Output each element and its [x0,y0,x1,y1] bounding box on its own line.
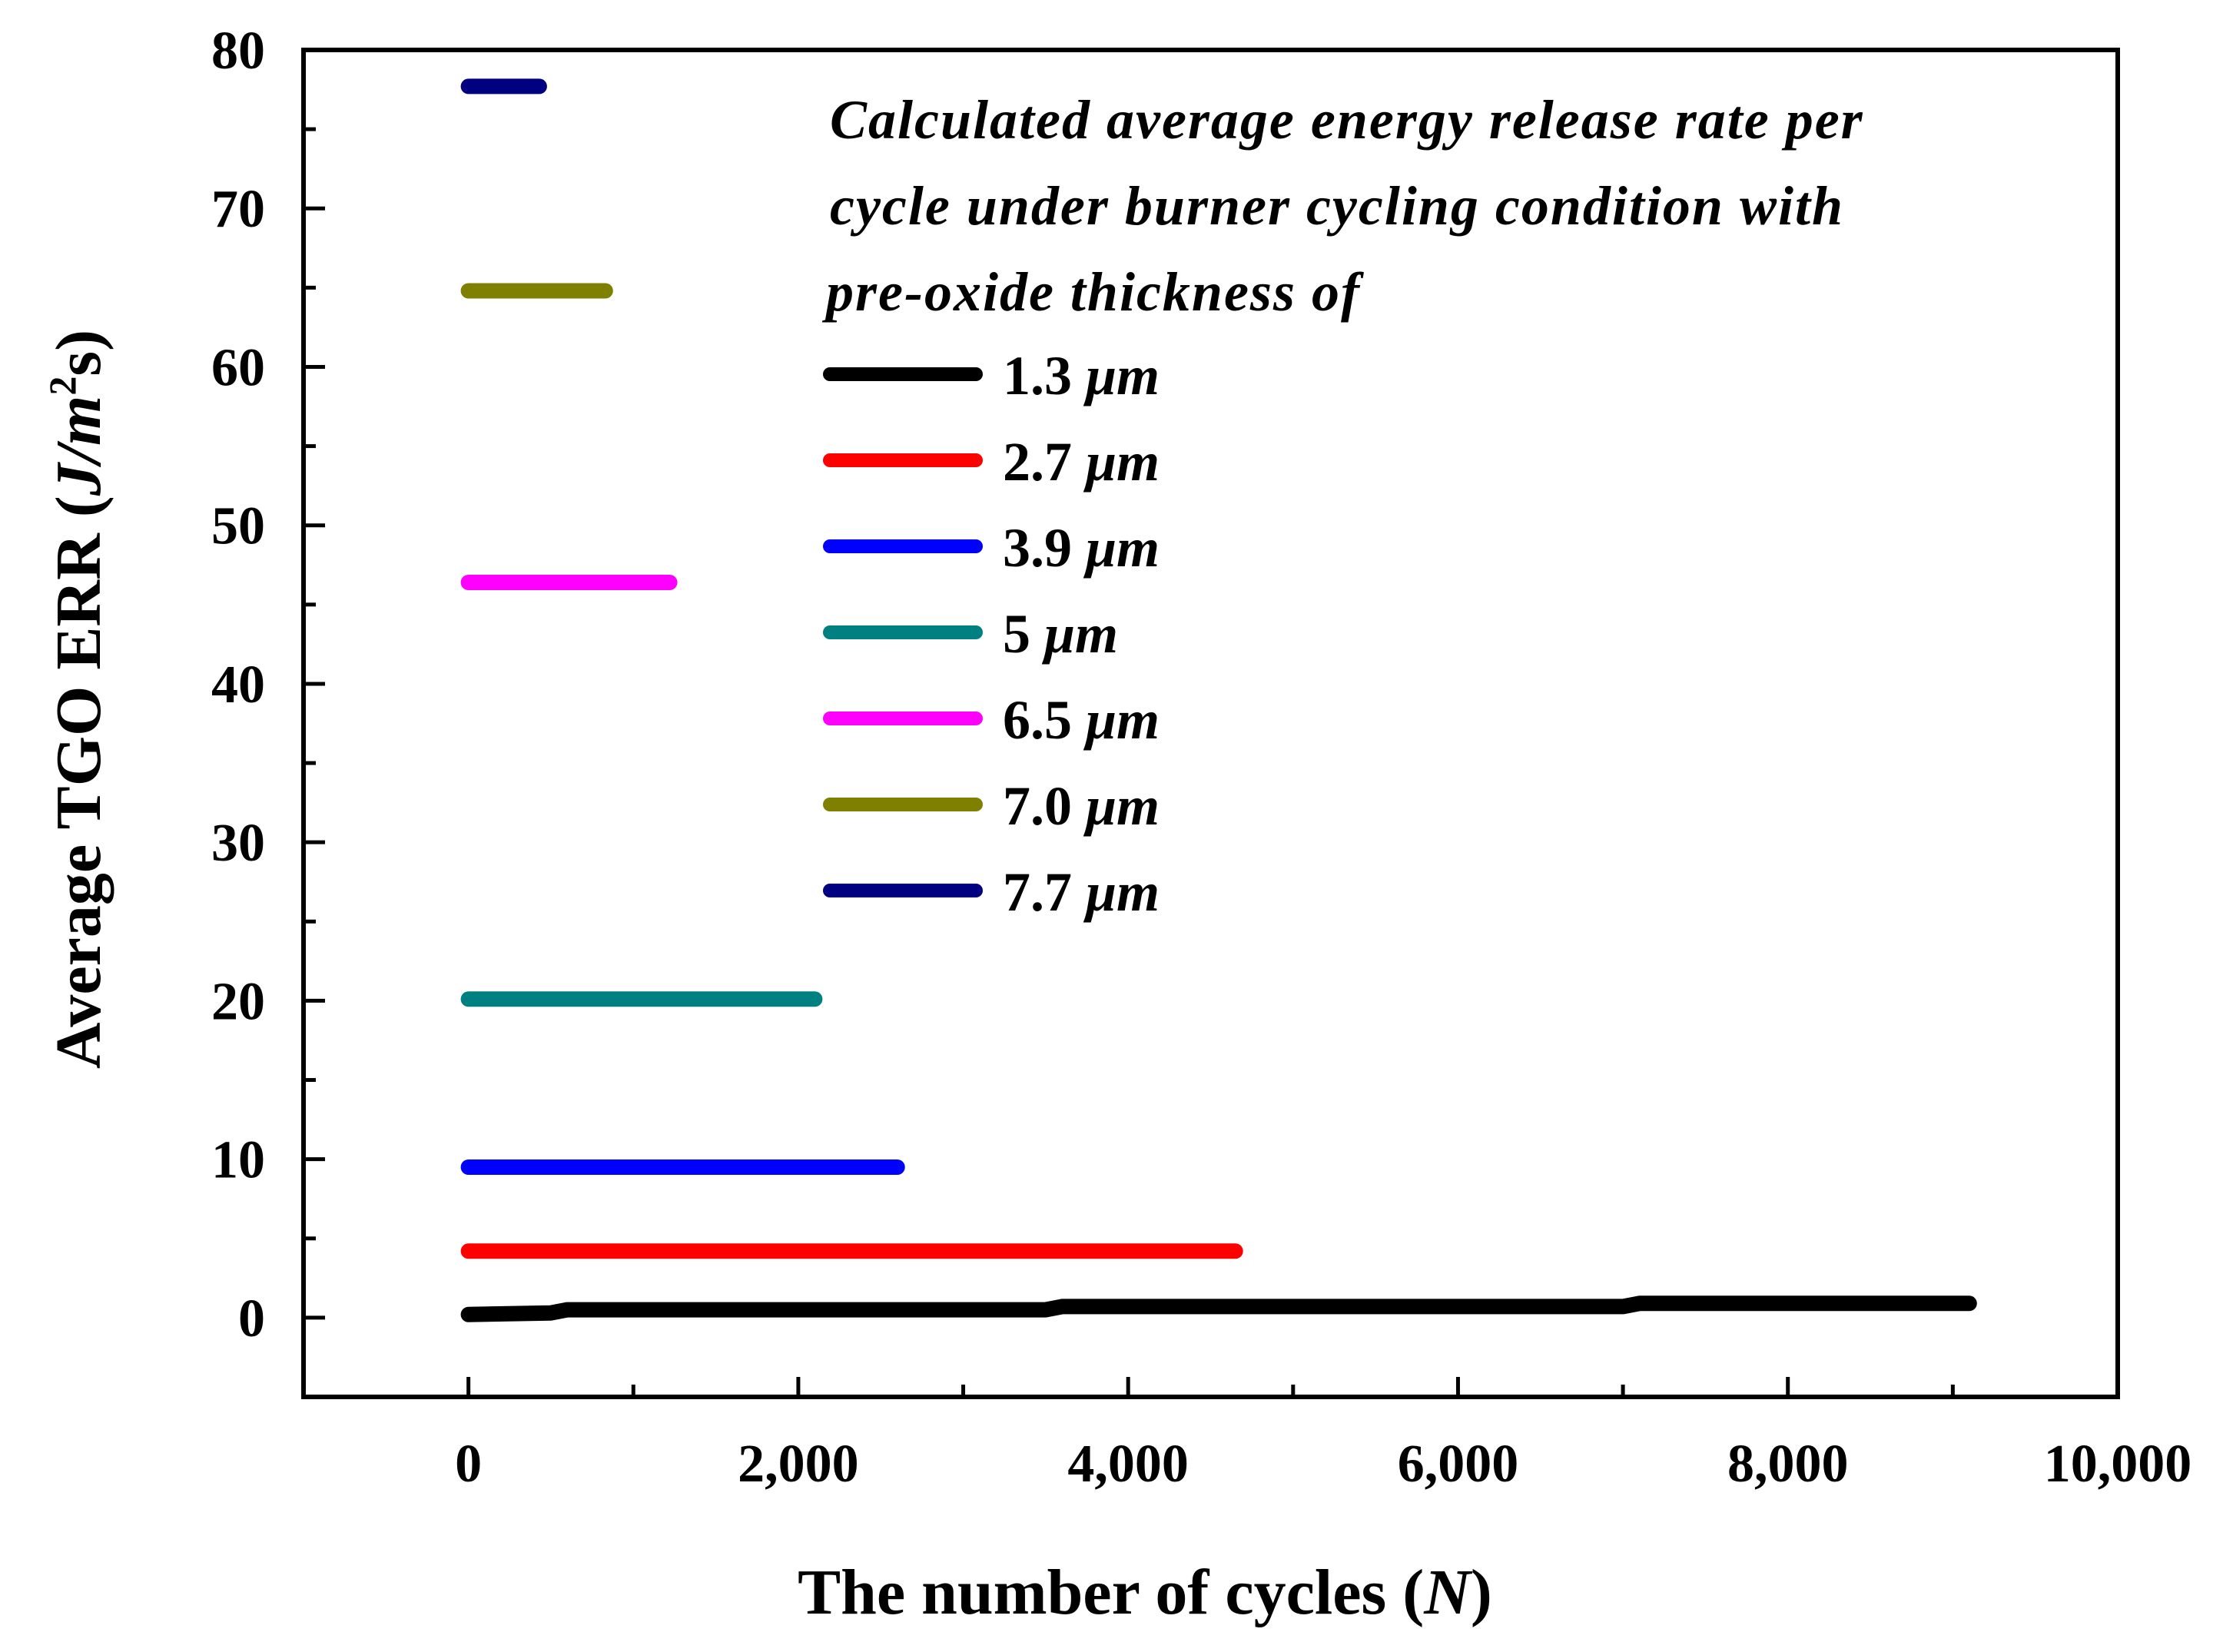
y-tick-label: 20 [211,972,265,1031]
legend-label: 2.7 μm [1003,431,1160,493]
y-axis-title: Average TGO ERR (J/m2s) [41,330,114,1069]
legend-label: 6.5 μm [1003,689,1160,751]
x-axis-title: The number of cycles (N) [798,1557,1492,1628]
legend-item: 7.7 μm [823,861,1160,923]
legend-title-line-2: cycle under burner cycling condition wit… [830,175,1844,237]
legend-item: 2.7 μm [823,431,1160,493]
y-tick-label: 10 [211,1131,265,1190]
plot-frame [301,48,2120,1399]
y-tick-label: 60 [211,338,265,397]
y-tick-label: 50 [211,497,265,556]
x-tick-label: 4,000 [1067,1435,1189,1494]
legend-item: 3.9 μm [823,517,1160,579]
legend: Calculated average energy release rate p… [821,89,1864,923]
plot-area [301,48,2120,1399]
x-tick-label: 0 [455,1435,482,1494]
x-tick-label: 8,000 [1727,1435,1849,1494]
legend-item: 1.3 μm [823,345,1160,406]
legend-item: 6.5 μm [823,689,1160,751]
legend-item: 5 μm [823,603,1118,665]
legend-label: 5 μm [1003,603,1118,665]
x-tick-label: 2,000 [738,1435,859,1494]
y-tick-label: 80 [211,22,265,81]
y-tick-label: 0 [238,1289,265,1348]
legend-label: 7.7 μm [1003,861,1160,923]
legend-label: 3.9 μm [1003,517,1160,579]
series-line-1 [460,1295,1977,1322]
legend-title-line-1: Calculated average energy release rate p… [830,89,1864,151]
x-tick-label: 10,000 [2044,1435,2192,1494]
y-tick-label: 70 [211,180,265,239]
y-tick-label: 30 [211,814,265,873]
legend-item: 7.0 μm [823,775,1160,837]
y-axis: 0 10 20 30 40 50 60 70 80 [211,22,325,1399]
legend-label: 1.3 μm [1003,345,1160,406]
x-axis: 0 2,000 4,000 6,000 8,000 10,000 [455,1377,2191,1494]
y-tick-label: 40 [211,655,265,715]
series-layer [460,78,1977,1322]
x-tick-label: 6,000 [1398,1435,1519,1494]
legend-label: 7.0 μm [1003,775,1160,837]
legend-items: 1.3 μm 2.7 μm 3.9 μm 5 μm 6.5 μm 7.0 μm 7.7 μm [823,345,1160,923]
legend-title-line-3: pre-oxide thickness of [821,261,1364,323]
